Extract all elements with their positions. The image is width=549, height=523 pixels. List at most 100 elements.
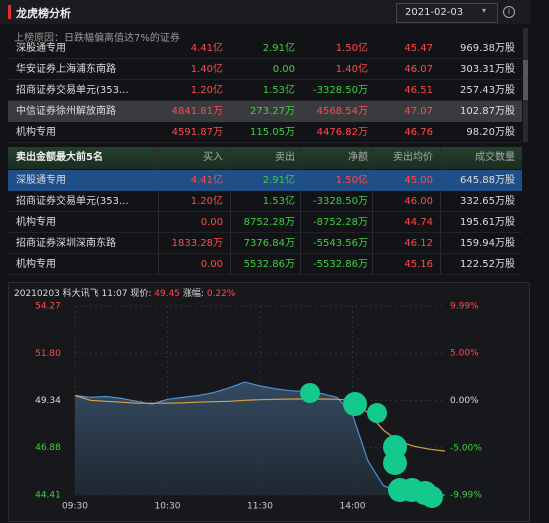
row-value: 4476.82万 xyxy=(316,127,368,138)
broker-name: 招商证券交易单元(353... xyxy=(16,196,129,207)
row-value: 303.31万股 xyxy=(460,64,515,75)
row-value: 1.20亿 xyxy=(190,196,223,207)
date-dropdown[interactable] xyxy=(396,3,498,23)
sell-header-bg xyxy=(8,147,522,169)
row-value: 46.76 xyxy=(404,127,433,138)
row-value: 46.07 xyxy=(404,64,433,75)
change-value: 0.22% xyxy=(207,289,236,299)
row-value: 1.40亿 xyxy=(335,64,368,75)
row-value: 1833.28万 xyxy=(171,238,223,249)
buy-row-line xyxy=(8,142,522,143)
x-tick-label: 14:00 xyxy=(340,502,366,512)
row-value: 195.61万股 xyxy=(460,217,515,228)
trade-marker xyxy=(300,383,320,403)
row-value: 645.88万股 xyxy=(460,175,515,186)
title-accent xyxy=(8,5,11,19)
row-value: 4568.54万 xyxy=(316,106,368,117)
row-value: 969.38万股 xyxy=(460,43,515,54)
row-value: 44.74 xyxy=(404,217,433,228)
row-value: -8752.28万 xyxy=(313,217,368,228)
row-value: 0.00 xyxy=(272,64,295,75)
row-value: 47.07 xyxy=(404,106,433,117)
trade-marker xyxy=(383,451,407,475)
chart-subtitle-text: 20210203 科大讯飞 11:07 xyxy=(14,287,127,299)
x-tick-label: 10:30 xyxy=(155,502,181,512)
buy-row-bg[interactable] xyxy=(8,101,522,122)
row-value: 4841.81万 xyxy=(171,106,223,117)
row-value: 8752.28万 xyxy=(243,217,295,228)
broker-name: 招商证券深圳深南东路 xyxy=(16,238,116,249)
info-icon[interactable]: i xyxy=(503,6,515,18)
broker-name: 机构专用 xyxy=(16,217,56,228)
y-tick-label: 46.88 xyxy=(35,443,61,453)
broker-name: 招商证券交易单元(353... xyxy=(16,85,129,96)
trade-marker xyxy=(367,403,387,423)
row-value: 4.41亿 xyxy=(190,43,223,54)
sell-row-line xyxy=(8,211,522,212)
scrollbar-thumb[interactable] xyxy=(523,60,528,100)
average-line xyxy=(74,394,446,452)
broker-name: 华安证券上海浦东南路 xyxy=(16,64,116,75)
broker-name: 深股通专用 xyxy=(16,43,66,54)
row-value: 46.51 xyxy=(404,85,433,96)
row-value: -3328.50万 xyxy=(313,85,368,96)
row-value: 1.20亿 xyxy=(190,85,223,96)
intraday-chart: 20210203 科大讯飞 11:07 现价: 49.45 涨幅: 0.22% … xyxy=(14,287,482,512)
row-value: 159.94万股 xyxy=(460,238,515,249)
broker-name: 中信证券徐州解放南路 xyxy=(16,106,116,117)
panel-title: 龙虎榜分析 xyxy=(16,7,71,20)
broker-name: 机构专用 xyxy=(16,127,56,138)
row-value: 45.00 xyxy=(404,175,433,186)
trade-marker xyxy=(343,392,367,416)
trade-marker xyxy=(421,486,443,508)
row-value: 1.40亿 xyxy=(190,64,223,75)
dropdown-arrow: ▾ xyxy=(482,6,487,15)
row-value: 7376.84万 xyxy=(243,238,295,249)
row-value: 5532.86万 xyxy=(243,259,295,270)
y-tick-label: 44.41 xyxy=(35,491,61,501)
broker-name: 深股通专用 xyxy=(16,175,66,186)
row-value: 332.65万股 xyxy=(460,196,515,207)
column-header: 净额 xyxy=(348,152,368,163)
y2-tick-label: 5.00% xyxy=(450,349,479,359)
sell-row-line xyxy=(8,253,522,254)
change-label: 涨幅: xyxy=(183,287,204,299)
trade-markers xyxy=(300,383,443,508)
row-value: 273.27万 xyxy=(250,106,295,117)
column-header: 卖出 xyxy=(275,152,295,163)
column-header: 卖出均价 xyxy=(393,152,433,163)
sell-row-bg[interactable] xyxy=(8,170,522,191)
row-value: 102.87万股 xyxy=(460,106,515,117)
row-value: 46.00 xyxy=(404,196,433,207)
chart-subtitle: 20210203 科大讯飞 11:07 现价: 49.45 涨幅: 0.22% xyxy=(14,287,236,299)
price-area xyxy=(75,382,445,495)
row-value: 1.53亿 xyxy=(262,85,295,96)
buy-row-line xyxy=(8,100,522,101)
row-value: 4.41亿 xyxy=(190,175,223,186)
row-value: 257.43万股 xyxy=(460,85,515,96)
y2-tick-label: 9.99% xyxy=(450,302,479,312)
row-value: 0.00 xyxy=(200,259,223,270)
y-tick-label: 49.34 xyxy=(35,396,61,406)
y-tick-label: 54.27 xyxy=(35,302,61,312)
y-tick-label: 51.80 xyxy=(35,349,61,359)
row-value: 4591.87万 xyxy=(171,127,223,138)
row-value: 46.12 xyxy=(404,238,433,249)
sell-row-line xyxy=(8,274,522,275)
row-value: 45.47 xyxy=(404,43,433,54)
row-value: 1.50亿 xyxy=(335,175,368,186)
y2-tick-label: -5.00% xyxy=(450,443,482,453)
row-value: 2.91亿 xyxy=(262,175,295,186)
sell-header-title: 卖出金额最大前5名 xyxy=(16,152,103,163)
column-header: 成交数量 xyxy=(475,152,515,163)
row-value: -3328.50万 xyxy=(313,196,368,207)
broker-name: 机构专用 xyxy=(16,259,56,270)
price-value: 49.45 xyxy=(154,289,180,299)
row-value: 98.20万股 xyxy=(466,127,515,138)
row-value: 1.53亿 xyxy=(262,196,295,207)
row-value: -5543.56万 xyxy=(313,238,368,249)
sell-row-line xyxy=(8,232,522,233)
list-reason: 上榜原因：日跌幅偏离值达7%的证券 xyxy=(14,33,180,44)
row-value: 115.05万 xyxy=(250,127,295,138)
price-line xyxy=(74,381,446,496)
